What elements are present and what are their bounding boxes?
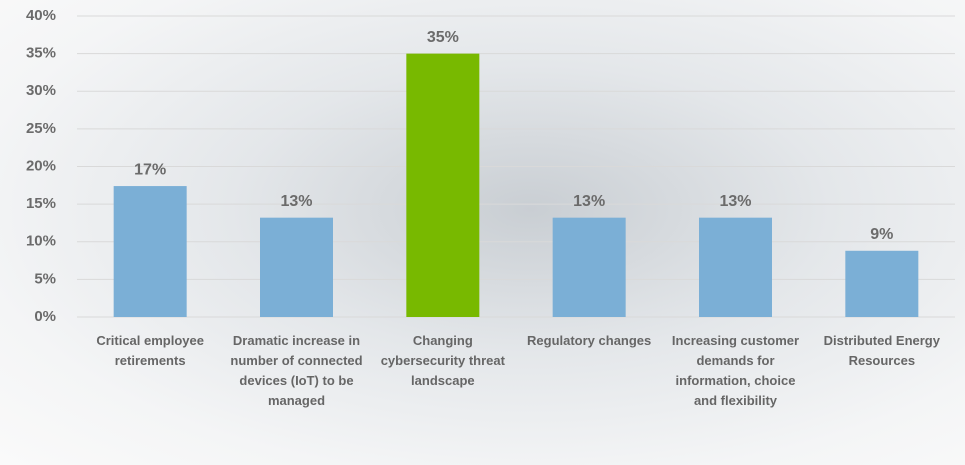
data-label: 13%	[280, 193, 312, 210]
y-tick-label: 25%	[26, 120, 56, 137]
y-tick-label: 30%	[26, 82, 56, 99]
bar	[113, 186, 187, 317]
y-tick-label: 0%	[34, 308, 56, 325]
x-tick-label: Distributed Energy Resources	[823, 333, 940, 368]
x-tick-label: Increasing customer demands for informat…	[671, 333, 800, 408]
x-tick-label: Dramatic increase in number of connected…	[230, 333, 363, 408]
bar	[260, 217, 333, 317]
y-tick-label: 15%	[26, 195, 56, 212]
y-tick-label: 10%	[26, 233, 56, 250]
data-label: 9%	[870, 226, 893, 243]
data-label: 13%	[719, 193, 751, 210]
bar	[552, 217, 626, 317]
x-tick-label: Changing cybersecurity threat landscape	[380, 333, 505, 388]
data-label: 17%	[134, 161, 166, 178]
bar	[699, 217, 772, 317]
x-tick-label: Regulatory changes	[527, 333, 652, 348]
bar	[845, 250, 919, 317]
y-tick-label: 5%	[34, 270, 56, 287]
x-tick-label: Critical employee retirements	[96, 333, 204, 368]
y-tick-label: 35%	[26, 45, 56, 62]
data-label: 13%	[573, 193, 605, 210]
bar	[406, 53, 480, 317]
y-tick-label: 40%	[26, 7, 56, 24]
y-tick-label: 20%	[26, 157, 56, 174]
data-label: 35%	[427, 29, 459, 46]
